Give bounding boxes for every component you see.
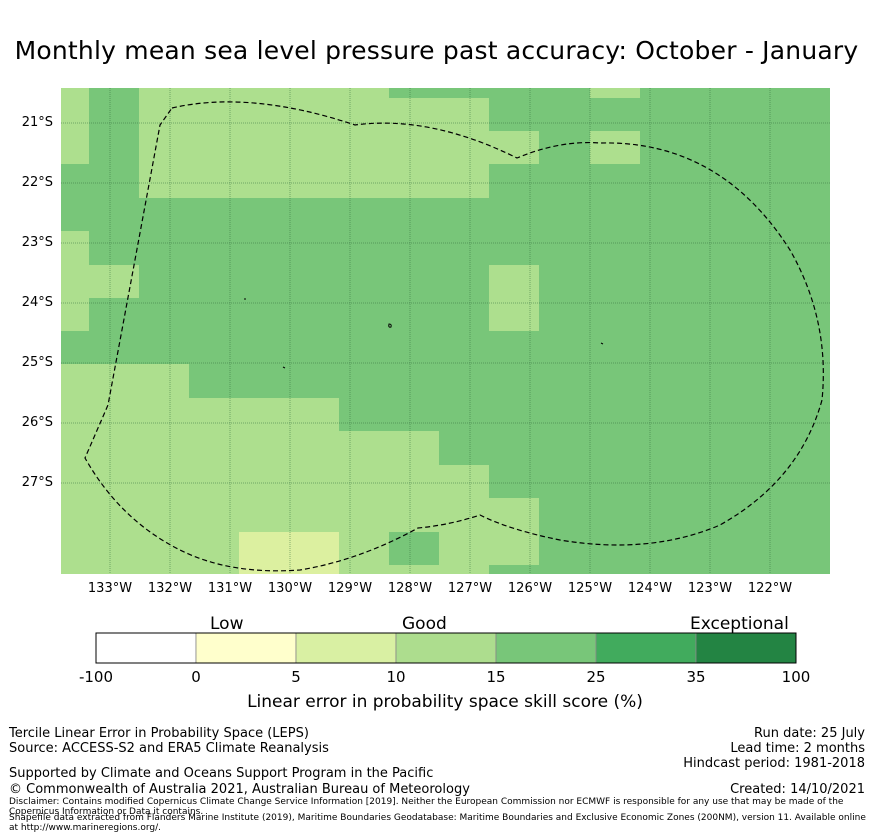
lat-label: 23°S <box>21 235 53 250</box>
lon-label: 128°W <box>387 581 433 596</box>
leps-line: Tercile Linear Error in Probability Spac… <box>9 726 309 741</box>
island <box>600 342 604 345</box>
lat-label: 22°S <box>21 175 53 190</box>
colorbar-tick: 0 <box>191 668 201 686</box>
colorbar-tick: 100 <box>781 668 811 686</box>
colorbar-segment <box>95 632 197 664</box>
category-low: Low <box>210 614 244 634</box>
colorbar-segment <box>295 632 397 664</box>
lon-label: 133°W <box>87 581 133 596</box>
skill-cell <box>239 532 339 574</box>
lat-label: 21°S <box>21 115 53 130</box>
skill-cell <box>389 532 439 565</box>
colorbar-segment <box>695 632 797 664</box>
source-line: Source: ACCESS-S2 and ERA5 Climate Reana… <box>9 741 329 756</box>
gridlines <box>61 88 830 574</box>
island <box>388 323 392 328</box>
disclaimer: Disclaimer: Contains modified Copernicus… <box>9 797 844 817</box>
map-title: Monthly mean sea level pressure past acc… <box>14 36 859 65</box>
lat-label: 25°S <box>21 355 53 370</box>
lat-label: 27°S <box>21 475 53 490</box>
lon-label: 127°W <box>447 581 493 596</box>
skill-cell <box>339 164 489 198</box>
colorbar-segment <box>195 632 297 664</box>
category-exceptional: Exceptional <box>690 614 789 634</box>
lat-label: 26°S <box>21 415 53 430</box>
skill-cells <box>61 88 830 574</box>
colorbar-segment <box>395 632 497 664</box>
category-good: Good <box>402 614 447 634</box>
supported-line: Supported by Climate and Oceans Support … <box>9 766 434 781</box>
lon-label: 123°W <box>687 581 733 596</box>
skill-cell <box>489 498 539 565</box>
colorbar-label: Linear error in probability space skill … <box>247 692 643 712</box>
run-date: Run date: 25 July <box>754 726 865 741</box>
skill-cell <box>590 131 640 164</box>
colorbar-tick: 25 <box>586 668 606 686</box>
colorbar-tick: 15 <box>486 668 506 686</box>
island <box>282 366 286 369</box>
lon-label: 132°W <box>147 581 193 596</box>
colorbar-segment <box>595 632 697 664</box>
info-left: Tercile Linear Error in Probability Spac… <box>9 726 329 756</box>
colorbar-tick: 10 <box>386 668 406 686</box>
colorbar-tick: -100 <box>78 668 114 686</box>
skill-cell <box>489 265 539 331</box>
colorbar-segment <box>495 632 597 664</box>
lon-label: 131°W <box>207 581 253 596</box>
lead-time: Lead time: 2 months <box>730 741 865 756</box>
skill-cell <box>61 231 89 331</box>
lat-label: 24°S <box>21 295 53 310</box>
lon-label: 125°W <box>567 581 613 596</box>
skill-cell <box>139 164 239 198</box>
skill-cell <box>61 88 89 164</box>
colorbar-tick: 35 <box>686 668 706 686</box>
skill-cell <box>489 131 539 164</box>
colorbar <box>95 632 797 664</box>
lon-label: 126°W <box>507 581 553 596</box>
lon-label: 129°W <box>327 581 373 596</box>
skill-cell <box>61 565 89 574</box>
lon-label: 124°W <box>627 581 673 596</box>
hindcast-period: Hindcast period: 1981-2018 <box>683 756 865 771</box>
created-date: Created: 14/10/2021 <box>730 782 865 797</box>
skill-cell <box>61 364 189 574</box>
colorbar-outline <box>95 632 797 664</box>
lon-label: 130°W <box>267 581 313 596</box>
islands <box>244 298 604 369</box>
info-right: Run date: 25 July Lead time: 2 months Hi… <box>683 726 865 771</box>
eez-boundary <box>84 101 824 572</box>
lon-label: 122°W <box>747 581 793 596</box>
colorbar-tick: 5 <box>291 668 301 686</box>
copyright-line: © Commonwealth of Australia 2021, Austra… <box>9 782 470 797</box>
skill-cell <box>590 88 640 98</box>
shapefile-credit: Shapefile data extracted from Flanders M… <box>9 813 866 833</box>
